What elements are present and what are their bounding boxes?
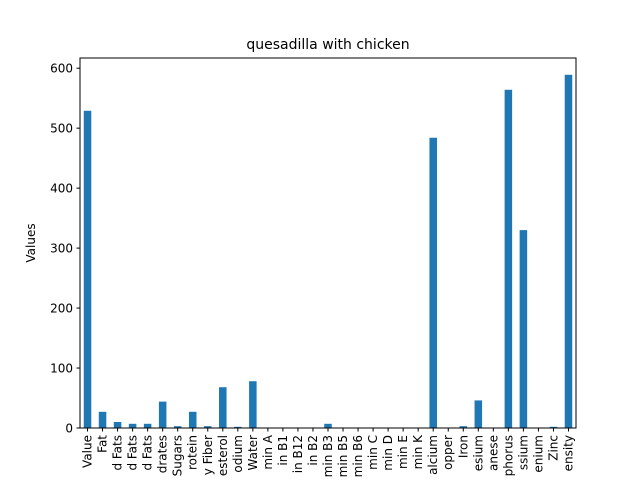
x-tick-label-28: phorus [501, 435, 515, 476]
x-tick-label-5: drates [156, 435, 170, 473]
x-tick-label-21: min E [396, 435, 410, 469]
bar-0 [83, 110, 92, 429]
y-axis-label: Values [24, 223, 38, 262]
y-tick-label-0: 0 [65, 422, 73, 436]
bars-group [83, 74, 573, 429]
bar-9 [219, 387, 227, 428]
x-tick-label-25: Iron [456, 435, 470, 458]
y-tick-label-4: 400 [50, 182, 73, 196]
x-tick-label-11: Water [246, 435, 260, 471]
bar-2 [113, 422, 122, 428]
x-tick-label-23: alcium [426, 435, 440, 475]
x-tick-label-10: odium [231, 435, 245, 473]
x-tick-label-3: d Fats [126, 435, 140, 471]
bar-25 [459, 426, 468, 428]
y-tick-label-2: 200 [50, 302, 73, 316]
x-axis-ticks: Value Fat d Fats d Fats d Fats drates Sugars ro… [81, 428, 575, 477]
x-tick-label-17: min B5 [336, 435, 350, 477]
x-tick-label-27: anese [486, 435, 500, 471]
bar-8 [204, 426, 212, 428]
y-tick-label-3: 300 [50, 242, 73, 256]
bar-6 [173, 426, 182, 428]
x-tick-label-12: min A [261, 434, 275, 469]
x-tick-label-8: y Fiber [201, 435, 215, 475]
bar-29 [519, 230, 528, 428]
x-tick-label-7: rotein [186, 435, 200, 470]
x-tick-label-19: min C [366, 435, 380, 470]
y-tick-label-6: 600 [50, 62, 73, 76]
bar-16 [324, 423, 332, 428]
bar-3 [128, 423, 137, 428]
plot-frame [79, 57, 577, 429]
bar-26 [474, 400, 483, 428]
x-tick-label-31: Zinc [546, 435, 560, 461]
x-tick-label-2: d Fats [111, 435, 125, 471]
bar-10 [234, 426, 242, 428]
bar-11 [249, 381, 257, 428]
y-tick-label-5: 500 [50, 122, 73, 136]
chart-title: quesadilla with chicken [246, 37, 409, 53]
bar-28 [504, 89, 513, 428]
bar-4 [143, 423, 152, 428]
x-tick-label-9: esterol [216, 435, 230, 476]
x-tick-label-1: Fat [96, 435, 110, 453]
x-tick-label-4: d Fats [141, 435, 155, 471]
x-tick-label-0: Value [81, 435, 95, 468]
x-tick-label-20: min D [381, 435, 395, 471]
x-tick-label-32: ensity [561, 435, 575, 471]
x-tick-label-26: esium [471, 435, 485, 471]
x-tick-label-30: enium [531, 435, 545, 473]
x-tick-label-24: opper [441, 435, 455, 470]
x-tick-label-22: min K [411, 434, 425, 469]
x-tick-label-29: ssium [516, 435, 530, 470]
bar-5 [158, 401, 167, 428]
y-tick-label-1: 100 [50, 362, 73, 376]
x-tick-label-14: in B12 [291, 435, 305, 473]
bar-7 [188, 411, 197, 428]
x-tick-label-15: in B2 [306, 435, 320, 466]
x-tick-label-16: min B3 [321, 435, 335, 477]
y-axis-ticks: 0 100 200 300 400 500 600 [50, 62, 80, 436]
bar-32 [564, 74, 573, 428]
x-tick-label-18: min B6 [351, 435, 365, 477]
x-tick-label-13: in B1 [276, 435, 290, 466]
bar-1 [98, 411, 107, 428]
x-tick-label-6: Sugars [171, 435, 185, 476]
bar-23 [429, 137, 437, 428]
bar-31 [549, 426, 558, 428]
